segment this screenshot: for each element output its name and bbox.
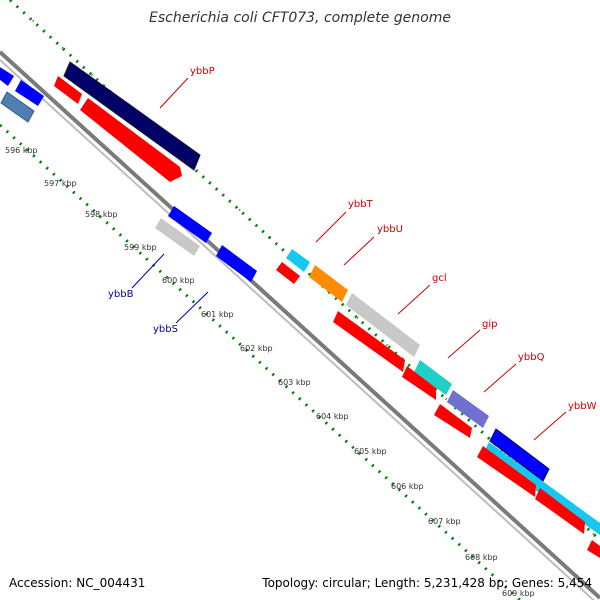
tick-label: 609 kbp [502,589,535,598]
gene-label-ybbP: ybbP [190,66,215,77]
gene-label-gip: gip [482,319,497,330]
gene-ybbP-feature[interactable] [63,61,201,171]
gene-ybbS-feature[interactable] [216,245,257,282]
gene-label-ybbW: ybbW [568,401,597,412]
gene-gip-feature[interactable] [414,360,452,395]
gene-label-ybbB: ybbB [108,289,134,300]
gene-ybbQ-feature[interactable] [447,390,489,428]
tick-label: 597 kbp [44,179,77,188]
tick-label: 607 kbp [428,517,461,526]
gene-feature-steelblue[interactable] [0,91,35,123]
gene-label-ybbU: ybbU [377,224,403,235]
gene-feature-blue-inner-1[interactable] [168,206,212,243]
gene-ybbB-feature[interactable] [155,218,200,256]
cds-arrow-3[interactable] [276,262,300,284]
tick-label: 608 kbp [465,553,498,562]
length-value: 5,231,428 bp [423,576,504,590]
gene-ybbU-feature[interactable] [309,265,348,302]
accession-footer: Accession: NC_004431 [9,576,145,590]
inner-tick-ring [0,123,522,600]
backbone-inner-line [0,59,595,600]
label-leader-ybbU [343,236,375,266]
topology-label: Topology: [262,576,319,590]
gene-gcl-feature[interactable] [346,293,420,357]
tick-label: 604 kbp [316,412,349,421]
genes-value: 5,454 [557,576,592,590]
length-label: Length: [374,576,421,590]
accession-value: NC_004431 [76,576,146,590]
backbone-outer-line [0,50,600,600]
gene-feature-blue-left-1[interactable] [0,64,14,86]
gene-feature-blue-left-2[interactable] [15,80,44,106]
genome-summary-footer: Topology: circular; Length: 5,231,428 bp… [262,576,592,590]
tick-label: 602 kbp [240,344,273,353]
tick-label: 606 kbp [391,482,424,491]
accession-label: Accession: [9,576,73,590]
genes-label: Genes: [511,576,554,590]
label-leader-ybbW [533,411,567,441]
tick-label: 598 kbp [85,210,118,219]
gene-label-ybbT: ybbT [348,199,374,210]
map-title: Escherichia coli CFT073, complete genome [149,10,451,26]
cds-arrow-1[interactable] [54,76,82,104]
label-leader-gcl [397,284,431,315]
cds-arrow-2[interactable] [80,98,182,182]
label-leader-ybbQ [483,363,517,393]
cds-arrow-5[interactable] [402,366,436,400]
gene-ybbT-feature[interactable] [286,249,310,272]
label-leader-ybbP [159,77,189,109]
topology-value: circular [322,576,367,590]
gene-label-gcl: gcl [432,273,447,284]
tick-label: 601 kbp [201,310,234,319]
tick-label: 600 kbp [162,276,195,285]
tick-label: 605 kbp [354,447,387,456]
cds-arrow-4[interactable] [333,311,405,372]
label-leader-ybbB [131,253,165,289]
tick-label: 603 kbp [278,378,311,387]
label-leader-ybbT [315,211,347,243]
cds-arrow-7[interactable] [477,446,536,497]
gene-label-ybbS: ybbS [153,324,178,335]
gene-label-ybbQ: ybbQ [518,352,545,363]
tick-label: 599 kbp [124,243,157,252]
label-leader-gip [447,329,481,359]
cds-arrow-9[interactable] [587,540,600,558]
cds-arrow-6[interactable] [434,404,472,438]
tick-label: 596 kbp [5,146,38,155]
label-leader-ybbS [175,291,209,324]
gene-ybbW-feature[interactable] [489,428,550,482]
cds-arrow-8[interactable] [535,488,585,534]
